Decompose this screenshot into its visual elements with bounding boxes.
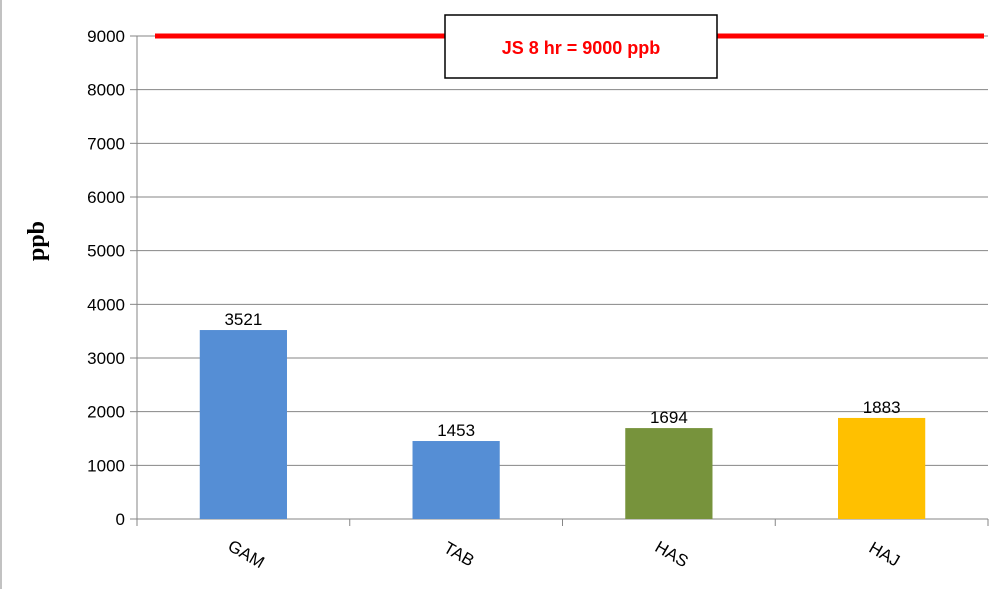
category-labels: GAM TAB HAS HAJ — [225, 536, 903, 572]
reference-line-group: JS 8 hr = 9000 ppb — [155, 14, 984, 79]
y-tick-label: 5000 — [87, 242, 125, 261]
category-label-has: HAS — [652, 537, 692, 571]
y-tick-label: 7000 — [87, 134, 125, 153]
bar-tab — [412, 441, 500, 519]
reference-label-box — [444, 14, 718, 79]
y-axis-title: ppb — [24, 221, 50, 261]
y-tick-label: 4000 — [87, 295, 125, 314]
bar-has — [625, 428, 713, 519]
y-tick-label: 6000 — [87, 188, 125, 207]
y-tick-label: 8000 — [87, 81, 125, 100]
y-tick-label: 2000 — [87, 403, 125, 422]
y-tick-label: 0 — [116, 510, 125, 529]
data-label-tab: 1453 — [437, 421, 475, 440]
data-label-has: 1694 — [650, 408, 688, 427]
data-label-gam: 3521 — [224, 310, 262, 329]
data-labels: 3521 1453 1694 1883 — [224, 310, 900, 440]
category-label-tab: TAB — [440, 538, 477, 570]
data-label-haj: 1883 — [863, 398, 901, 417]
reference-label: JS 8 hr = 9000 ppb — [502, 38, 661, 58]
category-label-gam: GAM — [225, 536, 268, 572]
y-tick-label: 3000 — [87, 349, 125, 368]
y-tick-labels: 0 1000 2000 3000 4000 5000 6000 7000 8000 9000 — [87, 27, 125, 529]
bar-haj — [838, 417, 926, 519]
y-tick-label: 1000 — [87, 456, 125, 475]
bars — [199, 330, 926, 519]
y-tick-label: 9000 — [87, 27, 125, 46]
category-label-haj: HAJ — [866, 538, 903, 571]
bar-gam — [199, 330, 287, 519]
